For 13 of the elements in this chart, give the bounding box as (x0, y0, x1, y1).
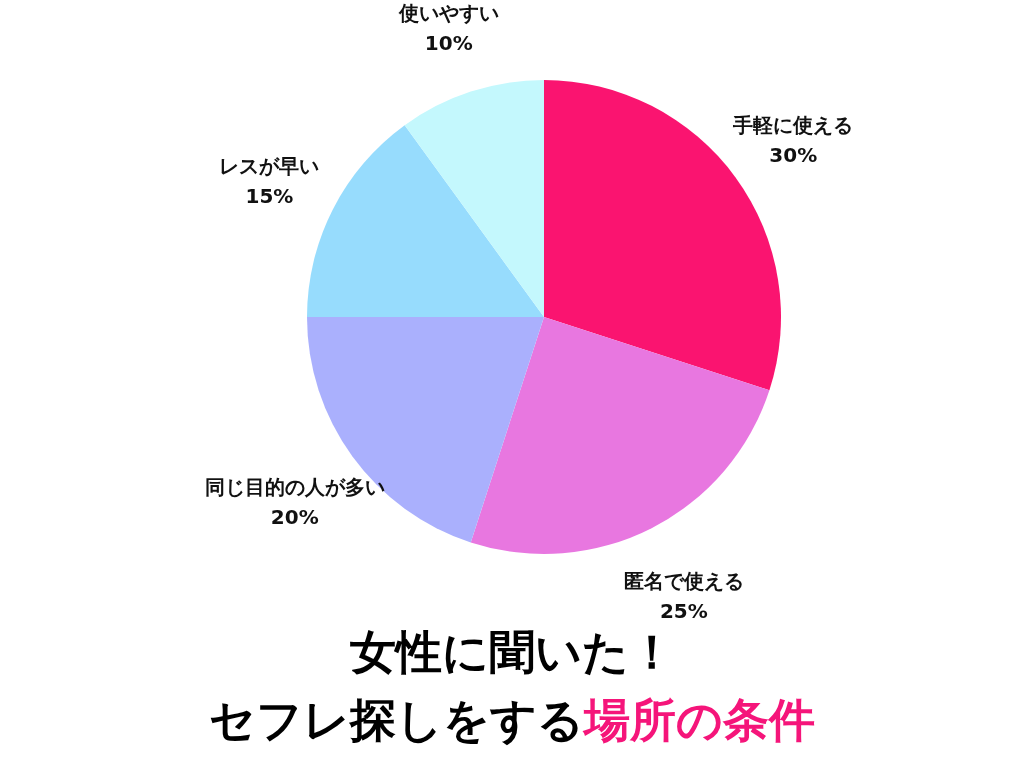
data-label: 10% (424, 30, 473, 55)
slice-label: 同じ目的の人が多い (204, 475, 385, 500)
data-label: 20% (270, 505, 319, 530)
text: 場所の条件 (582, 693, 815, 747)
text: セフレ探しをする (209, 693, 584, 747)
data-label: 15% (245, 184, 294, 209)
data-label: 25% (659, 598, 708, 623)
slice-label: 使いやすい (397, 0, 499, 25)
slice-label: 手軽に使える (732, 112, 854, 137)
text: 女性に聞いた！ (349, 625, 675, 679)
slice-label: 匿名で使える (623, 568, 744, 593)
data-label: 30% (769, 142, 818, 167)
slice-label: レスが早い (219, 154, 320, 179)
